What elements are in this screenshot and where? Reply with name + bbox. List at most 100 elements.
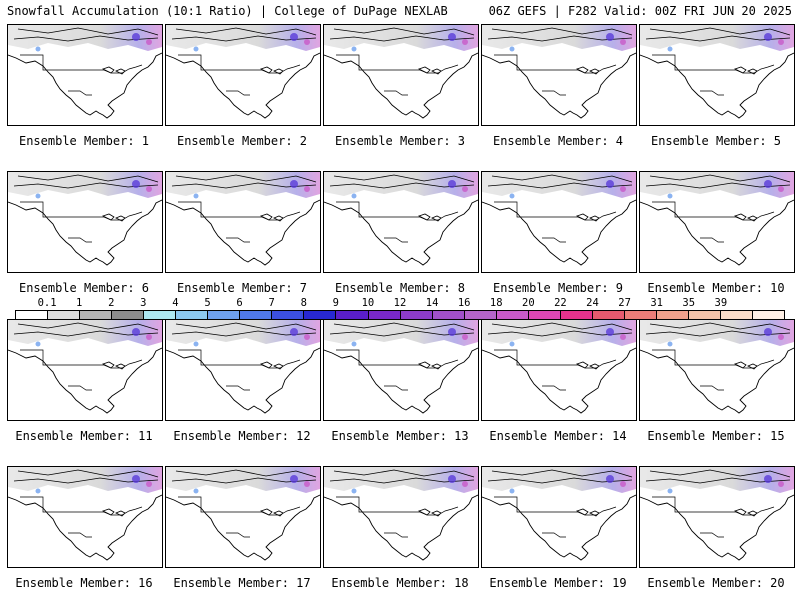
ensemble-map-19 — [481, 466, 637, 568]
colorbar-label: 10 — [361, 297, 375, 309]
ensemble-member-label: Ensemble Member: 9 — [492, 281, 624, 295]
colorbar-swatch — [208, 311, 241, 319]
snowfall-colorbar: 0.1 1 2 3 4 5 6 7 8 9 10 12 14 16 18 20 22 24 27 31 35 39 — [15, 297, 785, 320]
colorbar-swatch — [144, 311, 177, 319]
north-america-map — [8, 172, 162, 266]
ensemble-member-label: Ensemble Member: 11 — [15, 429, 153, 443]
ensemble-map-17 — [165, 466, 321, 568]
ensemble-member-label: Ensemble Member: 7 — [176, 281, 308, 295]
ensemble-member-label: Ensemble Member: 13 — [331, 429, 469, 443]
north-america-map — [640, 25, 794, 119]
colorbar-label: 0.1 — [37, 297, 57, 309]
colorbar-label: 4 — [172, 297, 179, 309]
ensemble-map-5 — [639, 24, 795, 126]
north-america-map — [640, 467, 794, 561]
colorbar-swatch — [560, 311, 593, 319]
colorbar-swatch — [80, 311, 113, 319]
colorbar-label: 20 — [522, 297, 535, 309]
ensemble-member-label: Ensemble Member: 3 — [334, 134, 466, 148]
ensemble-map-9 — [481, 171, 637, 273]
ensemble-member-label: Ensemble Member: 10 — [647, 281, 785, 295]
ensemble-map-11 — [7, 319, 163, 421]
colorbar-swatch — [496, 311, 529, 319]
ensemble-map-13 — [323, 319, 479, 421]
ensemble-map-2 — [165, 24, 321, 126]
colorbar-swatch — [304, 311, 337, 319]
colorbar-swatch — [272, 311, 305, 319]
colorbar-label: 5 — [204, 297, 211, 309]
colorbar-swatch — [656, 311, 689, 319]
ensemble-map-4 — [481, 24, 637, 126]
ensemble-map-6 — [7, 171, 163, 273]
colorbar-swatch — [528, 311, 561, 319]
ensemble-member-label: Ensemble Member: 20 — [647, 576, 785, 590]
ensemble-member-label: Ensemble Member: 14 — [489, 429, 627, 443]
colorbar-swatch — [432, 311, 465, 319]
ensemble-map-1 — [7, 24, 163, 126]
ensemble-map-18 — [323, 466, 479, 568]
north-america-map — [8, 467, 162, 561]
north-america-map — [324, 172, 478, 266]
north-america-map — [482, 25, 636, 119]
ensemble-map-16 — [7, 466, 163, 568]
colorbar-swatch — [48, 311, 81, 319]
colorbar-swatch — [753, 311, 785, 319]
colorbar-label: 3 — [140, 297, 147, 309]
colorbar-label: 8 — [300, 297, 307, 309]
ensemble-member-label: Ensemble Member: 5 — [650, 134, 782, 148]
north-america-map — [482, 172, 636, 266]
north-america-map — [324, 467, 478, 561]
colorbar-label: 1 — [75, 297, 83, 309]
ensemble-map-20 — [639, 466, 795, 568]
colorbar-swatch — [688, 311, 722, 319]
ensemble-map-15 — [639, 319, 795, 421]
ensemble-member-label: Ensemble Member: 18 — [331, 576, 469, 590]
north-america-map — [166, 320, 320, 414]
colorbar-label: 18 — [489, 297, 503, 309]
colorbar-label: 39 — [714, 297, 728, 309]
colorbar-swatch — [464, 311, 497, 319]
north-america-map — [8, 320, 162, 414]
colorbar-labels: 0.1 1 2 3 4 5 6 7 8 9 10 12 14 16 18 20 22 24 27 31 35 39 — [15, 297, 785, 309]
ensemble-member-label: Ensemble Member: 19 — [489, 576, 627, 590]
colorbar-label: 27 — [618, 297, 631, 309]
ensemble-map-14 — [481, 319, 637, 421]
ensemble-member-label: Ensemble Member: 1 — [18, 134, 150, 148]
north-america-map — [166, 467, 320, 561]
colorbar-swatch — [368, 311, 401, 319]
colorbar-label: 6 — [236, 297, 243, 309]
colorbar-swatch — [16, 311, 49, 319]
ensemble-member-label: Ensemble Member: 6 — [18, 281, 150, 295]
colorbar-swatches — [15, 310, 785, 320]
ensemble-map-10 — [639, 171, 795, 273]
north-america-map — [166, 172, 320, 266]
ensemble-member-label: Ensemble Member: 2 — [176, 134, 308, 148]
ensemble-map-3 — [323, 24, 479, 126]
colorbar-label: 35 — [682, 297, 696, 309]
ensemble-map-7 — [165, 171, 321, 273]
colorbar-swatch — [176, 311, 209, 319]
ensemble-map-12 — [165, 319, 321, 421]
colorbar-label: 22 — [554, 297, 567, 309]
colorbar-swatch — [624, 311, 657, 319]
colorbar-swatch — [336, 311, 369, 319]
ensemble-map-8 — [323, 171, 479, 273]
colorbar-label: 24 — [586, 297, 599, 309]
colorbar-swatch — [400, 311, 433, 319]
colorbar-label: 12 — [393, 297, 407, 309]
north-america-map — [324, 25, 478, 119]
colorbar-swatch — [721, 311, 754, 319]
ensemble-member-label: Ensemble Member: 16 — [15, 576, 153, 590]
colorbar-label: 16 — [457, 297, 471, 309]
north-america-map — [8, 25, 162, 119]
north-america-map — [640, 172, 794, 266]
colorbar-swatch — [112, 311, 145, 319]
ensemble-member-label: Ensemble Member: 17 — [173, 576, 311, 590]
ensemble-member-label: Ensemble Member: 12 — [173, 429, 311, 443]
colorbar-label: 9 — [332, 297, 339, 309]
colorbar-swatch — [592, 311, 625, 319]
north-america-map — [324, 320, 478, 414]
map-title: Snowfall Accumulation (10:1 Ratio) | Col… — [7, 4, 448, 18]
colorbar-label: 2 — [108, 297, 115, 309]
colorbar-label: 14 — [425, 297, 439, 309]
